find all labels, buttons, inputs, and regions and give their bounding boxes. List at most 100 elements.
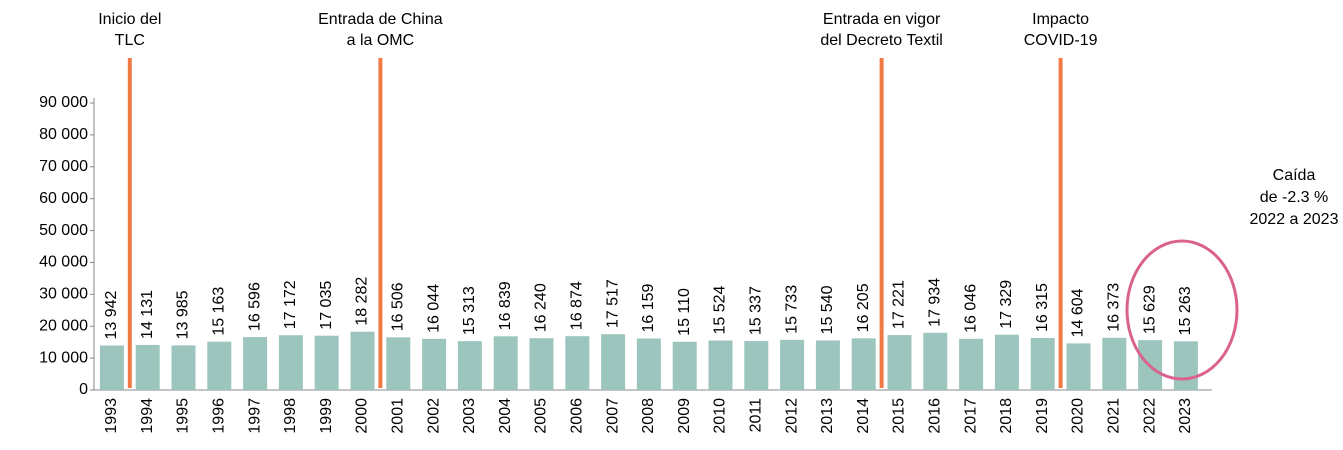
- x-tick-label: 1997: [246, 398, 263, 434]
- annotation: COVID-19: [1024, 32, 1098, 49]
- y-tick-label: 20 000: [39, 317, 88, 334]
- x-tick-label: 2011: [748, 398, 765, 433]
- x-tick-label: 2012: [783, 398, 800, 434]
- bar: [529, 338, 554, 390]
- x-tick-label: 1996: [211, 398, 228, 434]
- bar: [278, 335, 303, 390]
- bar: [1173, 341, 1198, 390]
- y-tick-label: 80 000: [39, 126, 88, 143]
- bar: [1066, 343, 1091, 390]
- bar: [851, 338, 876, 390]
- bar: [135, 344, 160, 390]
- bar: [959, 338, 984, 390]
- value-label: 16 839: [497, 281, 514, 330]
- bar: [1030, 337, 1055, 390]
- annotation: TLC: [115, 32, 145, 49]
- value-label: 16 046: [962, 284, 979, 333]
- bar: [636, 338, 661, 390]
- x-tick-label: 2015: [891, 398, 908, 434]
- x-tick-label: 2023: [1177, 398, 1194, 434]
- value-label: 13 985: [175, 290, 192, 339]
- x-tick-label: 2000: [354, 398, 371, 434]
- x-tick-label: 2006: [569, 398, 586, 434]
- value-label: 16 044: [425, 284, 442, 333]
- value-label: 16 205: [855, 283, 872, 332]
- callout: 2022 a 2023: [1250, 211, 1339, 228]
- value-label: 17 329: [998, 280, 1015, 329]
- y-tick-label: 50 000: [39, 222, 88, 239]
- x-tick-label: 2003: [461, 398, 478, 434]
- value-label: 17 934: [927, 278, 944, 327]
- value-label: 15 733: [783, 285, 800, 334]
- bar: [493, 336, 518, 390]
- value-label: 15 629: [1141, 285, 1158, 334]
- x-tick-label: 2002: [425, 398, 442, 434]
- x-tick-label: 2021: [1106, 398, 1123, 434]
- value-label: 15 524: [712, 285, 729, 334]
- bar: [887, 335, 912, 390]
- x-tick-label: 2001: [390, 398, 407, 434]
- bar: [243, 337, 268, 390]
- x-tick-label: 2019: [1034, 398, 1051, 434]
- x-tick-label: 1998: [282, 398, 299, 434]
- y-tick-label: 10 000: [39, 349, 88, 366]
- x-tick-label: 1993: [103, 398, 120, 434]
- bar: [601, 334, 626, 390]
- value-label: 16 506: [390, 282, 407, 331]
- bar: [994, 334, 1019, 390]
- x-tick-label: 2010: [712, 398, 729, 434]
- y-tick-label: 40 000: [39, 254, 88, 271]
- value-label: 14 131: [139, 290, 156, 339]
- bar: [672, 341, 697, 390]
- x-tick-label: 2017: [962, 398, 979, 434]
- bar: [314, 335, 339, 390]
- value-label: 16 373: [1106, 283, 1123, 332]
- x-tick-label: 2005: [533, 398, 550, 434]
- y-tick-label: 90 000: [39, 94, 88, 111]
- value-label: 16 240: [533, 283, 550, 332]
- annotation: Entrada en vigor: [823, 11, 941, 28]
- value-label: 16 159: [640, 283, 657, 332]
- annotation: del Decreto Textil: [820, 32, 942, 49]
- value-label: 15 263: [1177, 286, 1194, 335]
- bar: [171, 345, 196, 390]
- x-tick-label: 2022: [1141, 398, 1158, 434]
- value-label: 18 282: [354, 277, 371, 326]
- y-tick-label: 70 000: [39, 158, 88, 175]
- value-label: 16 596: [246, 282, 263, 331]
- value-label: 16 874: [569, 281, 586, 330]
- x-tick-label: 2004: [497, 398, 514, 434]
- y-tick-label: 60 000: [39, 190, 88, 207]
- bar: [422, 338, 447, 390]
- callout: Caída: [1273, 167, 1316, 184]
- value-label: 17 221: [891, 280, 908, 329]
- x-tick-label: 2009: [676, 398, 693, 434]
- x-tick-label: 2014: [855, 398, 872, 434]
- x-tick-label: 1995: [175, 398, 192, 434]
- value-label: 17 035: [318, 281, 335, 330]
- highlight-ellipse: [1125, 239, 1239, 381]
- x-tick-label: 2013: [819, 398, 836, 434]
- annotation: Inicio del: [98, 11, 161, 28]
- value-label: 14 604: [1070, 288, 1087, 337]
- x-tick-label: 2007: [604, 398, 621, 434]
- value-label: 15 540: [819, 285, 836, 334]
- y-tick-label: 0: [79, 381, 88, 398]
- value-label: 15 163: [211, 287, 228, 336]
- bar: [350, 331, 375, 390]
- bar: [923, 332, 948, 390]
- x-tick-label: 2020: [1070, 398, 1087, 434]
- x-tick-label: 2008: [640, 398, 657, 434]
- x-tick-label: 2018: [998, 398, 1015, 434]
- annotation: Impacto: [1032, 11, 1089, 28]
- bar: [457, 341, 482, 390]
- bar: [744, 341, 769, 390]
- value-label: 17 517: [604, 279, 621, 328]
- x-tick-label: 1994: [139, 398, 156, 434]
- bar: [1102, 337, 1127, 390]
- value-label: 17 172: [282, 280, 299, 329]
- value-label: 16 315: [1034, 283, 1051, 332]
- bar: [386, 337, 411, 390]
- value-label: 15 110: [676, 288, 693, 336]
